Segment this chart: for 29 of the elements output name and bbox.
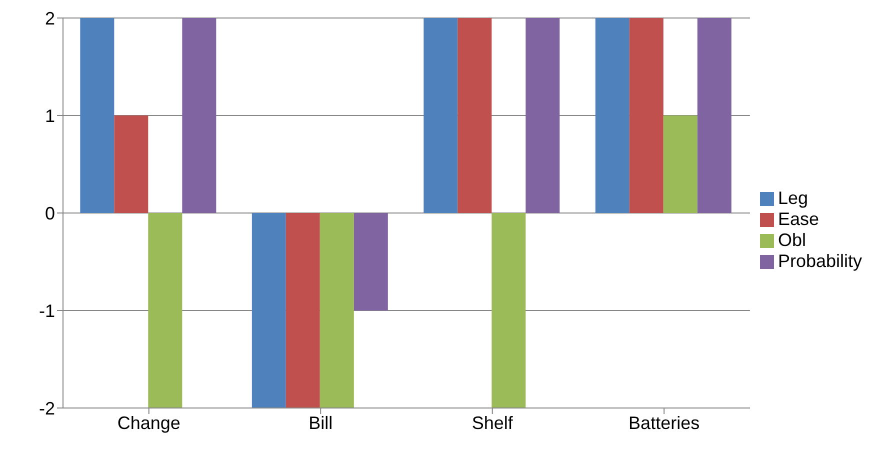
legend-label: Probability xyxy=(778,251,862,271)
x-tick-label: Bill xyxy=(308,412,333,433)
x-tick-label: Shelf xyxy=(472,412,514,433)
bar xyxy=(114,116,148,213)
bar xyxy=(286,213,320,408)
y-tick-label: -2 xyxy=(38,398,55,418)
bar xyxy=(354,213,388,310)
legend-label: Leg xyxy=(778,188,808,208)
bar xyxy=(629,18,664,213)
bar xyxy=(320,213,354,408)
bar xyxy=(492,213,526,408)
legend-label: Obl xyxy=(778,230,806,250)
bar xyxy=(252,213,286,408)
bar xyxy=(80,18,114,213)
bar xyxy=(595,18,630,213)
bar xyxy=(663,116,698,213)
legend-label: Ease xyxy=(778,209,819,229)
y-tick-label: -1 xyxy=(38,300,55,321)
bar xyxy=(182,18,216,213)
bar xyxy=(526,18,560,213)
bar xyxy=(148,213,182,408)
bar xyxy=(697,18,732,213)
y-tick-label: 0 xyxy=(44,203,55,224)
x-tick-label: Change xyxy=(117,412,180,433)
x-tick-label: Batteries xyxy=(628,412,700,433)
y-tick-label: 2 xyxy=(44,8,55,28)
y-tick-label: 1 xyxy=(44,106,55,126)
bar xyxy=(458,18,492,213)
bar xyxy=(424,18,458,213)
